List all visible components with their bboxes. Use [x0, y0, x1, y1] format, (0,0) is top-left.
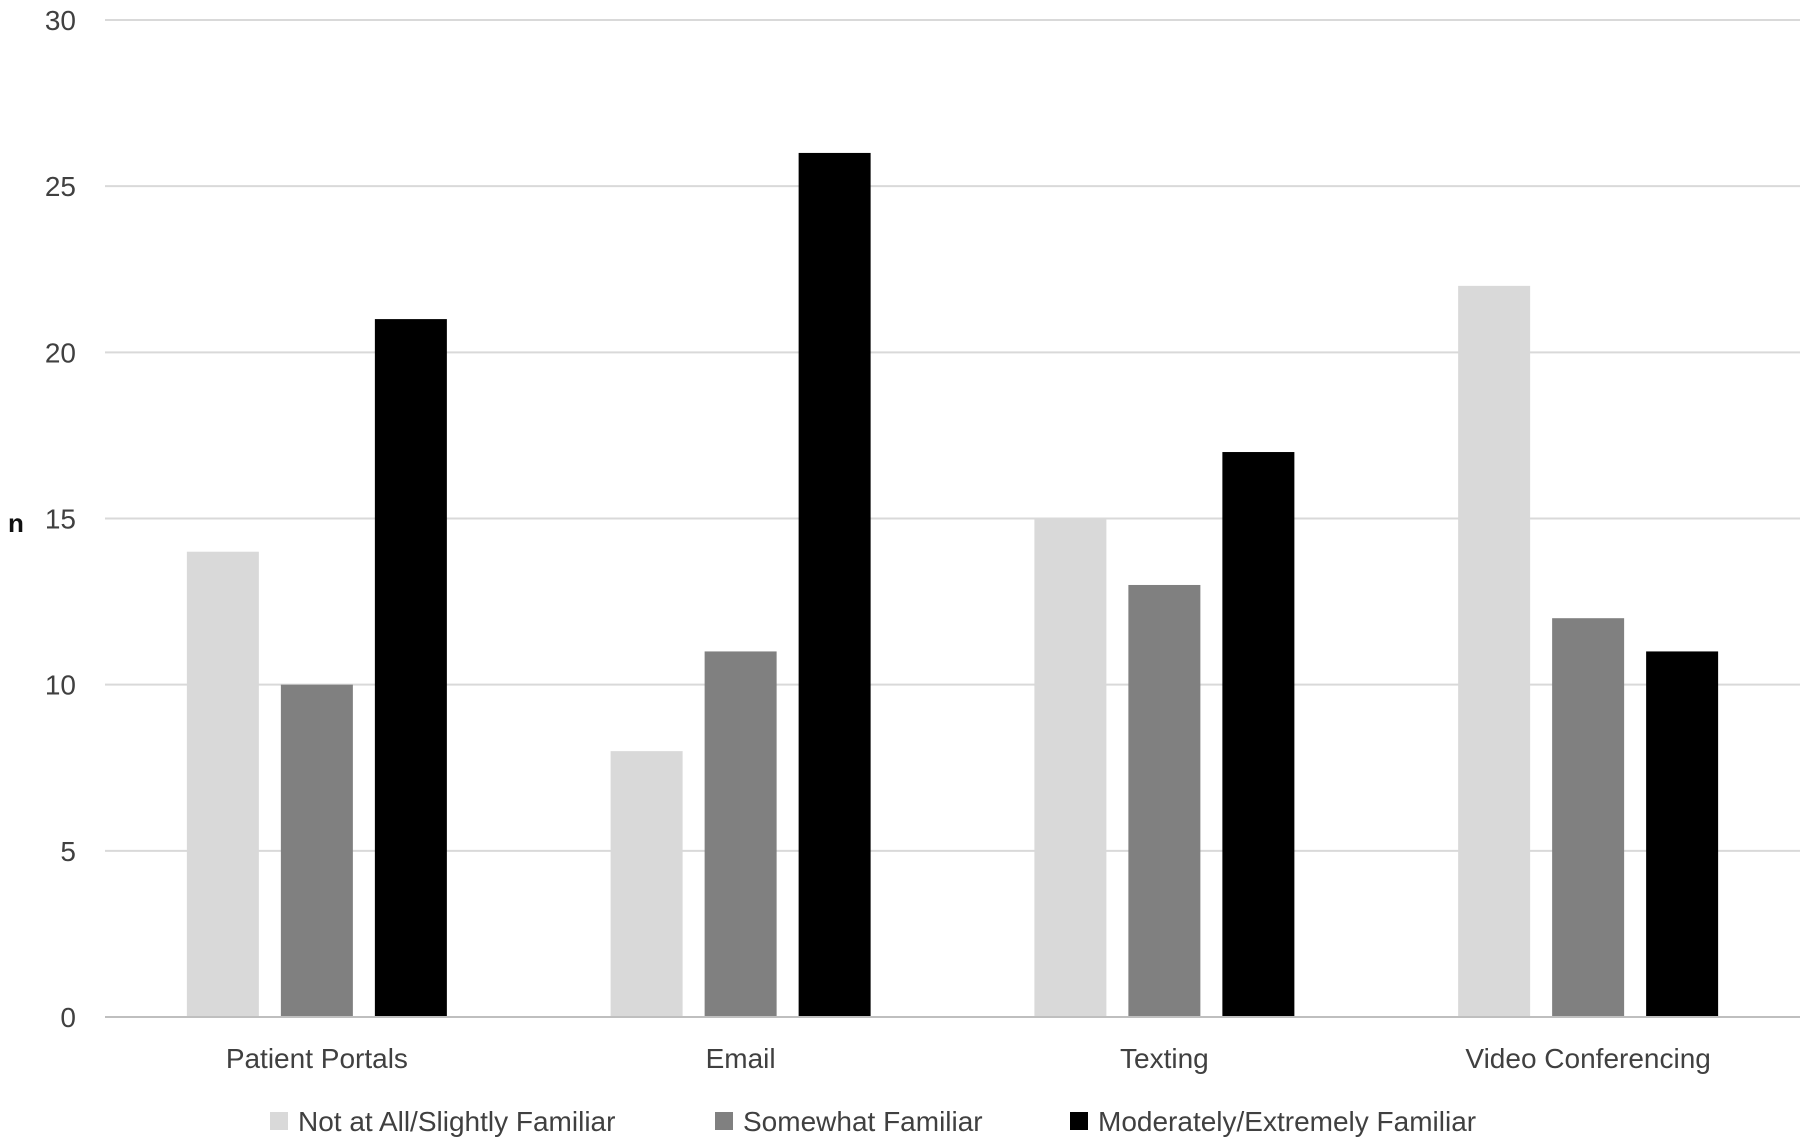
- bar-texting-series-0: [1034, 518, 1107, 1017]
- bar-email-series-2: [798, 152, 871, 1017]
- legend-swatch: [715, 1112, 733, 1130]
- y-axis-ticks: 0 5 10 15 20 25 30: [45, 5, 76, 1033]
- y-axis-label: n: [8, 508, 24, 538]
- y-tick-label: 25: [45, 171, 76, 202]
- x-category-label: Texting: [1120, 1043, 1209, 1074]
- bar-patient-portals-series-2: [374, 319, 447, 1018]
- bars: [186, 152, 1719, 1018]
- legend-swatch: [1070, 1112, 1088, 1130]
- y-tick-label: 20: [45, 337, 76, 368]
- bar-texting-series-1: [1128, 584, 1201, 1017]
- bar-texting-series-2: [1222, 452, 1295, 1017]
- bar-email-series-0: [610, 751, 683, 1017]
- x-axis-categories: Patient Portals Email Texting Video Confere…: [226, 1043, 1711, 1074]
- bar-video-conferencing-series-0: [1458, 285, 1531, 1017]
- y-tick-label: 10: [45, 670, 76, 701]
- y-tick-label: 5: [60, 836, 76, 867]
- x-category-label: Video Conferencing: [1465, 1043, 1710, 1074]
- x-category-label: Patient Portals: [226, 1043, 408, 1074]
- legend-label: Not at All/Slightly Familiar: [298, 1106, 615, 1137]
- legend-swatch: [270, 1112, 288, 1130]
- bar-video-conferencing-series-2: [1646, 651, 1719, 1017]
- y-tick-label: 15: [45, 504, 76, 535]
- y-tick-label: 30: [45, 5, 76, 36]
- x-category-label: Email: [706, 1043, 776, 1074]
- legend: Not at All/Slightly Familiar Somewhat Fam…: [270, 1106, 1476, 1137]
- legend-label: Moderately/Extremely Familiar: [1098, 1106, 1476, 1137]
- bar-patient-portals-series-1: [280, 684, 353, 1017]
- bar-patient-portals-series-0: [186, 551, 259, 1017]
- bar-video-conferencing-series-1: [1552, 618, 1625, 1017]
- gridlines: [105, 19, 1800, 852]
- y-tick-label: 0: [60, 1002, 76, 1033]
- legend-label: Somewhat Familiar: [743, 1106, 983, 1137]
- bar-email-series-1: [704, 651, 777, 1017]
